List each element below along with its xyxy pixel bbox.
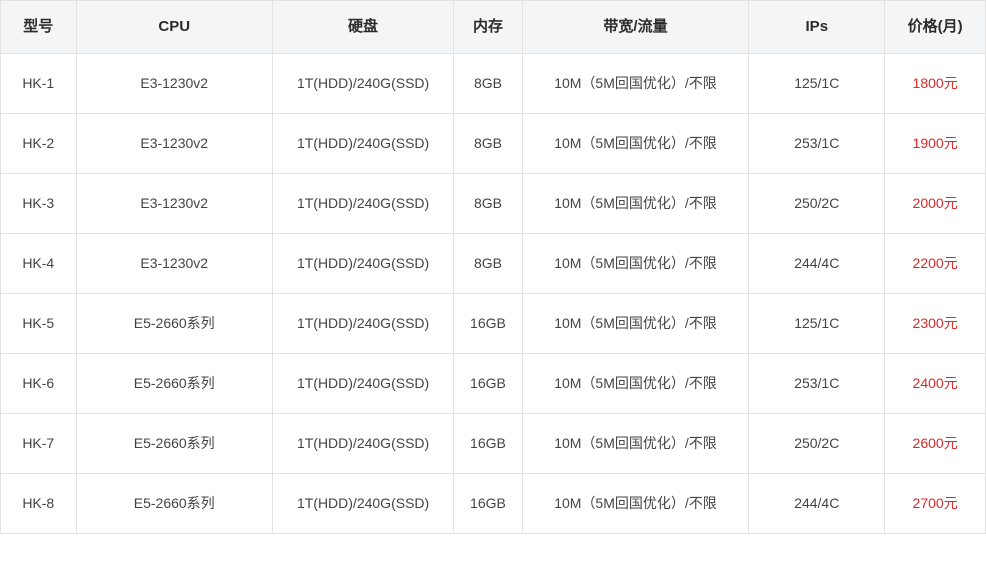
cell-price: 2600元 xyxy=(885,414,986,474)
header-row: 型号CPU硬盘内存带宽/流量IPs价格(月) xyxy=(1,1,986,54)
table-row: HK-7E5-2660系列1T(HDD)/240G(SSD)16GB10M（5M… xyxy=(1,414,986,474)
cell-bw: 10M（5M回国优化）/不限 xyxy=(522,414,749,474)
table-row: HK-4E3-1230v21T(HDD)/240G(SSD)8GB10M（5M回… xyxy=(1,234,986,294)
cell-model: HK-4 xyxy=(1,234,77,294)
cell-cpu: E5-2660系列 xyxy=(76,294,272,354)
cell-model: HK-1 xyxy=(1,54,77,114)
cell-price: 2300元 xyxy=(885,294,986,354)
cell-mem: 16GB xyxy=(454,354,522,414)
header-mem: 内存 xyxy=(454,1,522,54)
cell-ips: 244/4C xyxy=(749,234,885,294)
cell-bw: 10M（5M回国优化）/不限 xyxy=(522,474,749,534)
cell-ips: 125/1C xyxy=(749,294,885,354)
cell-disk: 1T(HDD)/240G(SSD) xyxy=(272,414,453,474)
cell-mem: 8GB xyxy=(454,114,522,174)
header-price: 价格(月) xyxy=(885,1,986,54)
cell-ips: 253/1C xyxy=(749,354,885,414)
cell-disk: 1T(HDD)/240G(SSD) xyxy=(272,54,453,114)
cell-mem: 16GB xyxy=(454,414,522,474)
cell-cpu: E3-1230v2 xyxy=(76,114,272,174)
table-row: HK-5E5-2660系列1T(HDD)/240G(SSD)16GB10M（5M… xyxy=(1,294,986,354)
table-row: HK-6E5-2660系列1T(HDD)/240G(SSD)16GB10M（5M… xyxy=(1,354,986,414)
cell-disk: 1T(HDD)/240G(SSD) xyxy=(272,114,453,174)
cell-mem: 8GB xyxy=(454,234,522,294)
pricing-table: 型号CPU硬盘内存带宽/流量IPs价格(月) HK-1E3-1230v21T(H… xyxy=(0,0,986,534)
table-row: HK-3E3-1230v21T(HDD)/240G(SSD)8GB10M（5M回… xyxy=(1,174,986,234)
cell-bw: 10M（5M回国优化）/不限 xyxy=(522,54,749,114)
cell-price: 2400元 xyxy=(885,354,986,414)
cell-cpu: E3-1230v2 xyxy=(76,174,272,234)
cell-bw: 10M（5M回国优化）/不限 xyxy=(522,114,749,174)
cell-disk: 1T(HDD)/240G(SSD) xyxy=(272,474,453,534)
cell-bw: 10M（5M回国优化）/不限 xyxy=(522,174,749,234)
header-disk: 硬盘 xyxy=(272,1,453,54)
cell-cpu: E5-2660系列 xyxy=(76,354,272,414)
header-cpu: CPU xyxy=(76,1,272,54)
cell-price: 1800元 xyxy=(885,54,986,114)
cell-bw: 10M（5M回国优化）/不限 xyxy=(522,294,749,354)
cell-disk: 1T(HDD)/240G(SSD) xyxy=(272,354,453,414)
cell-ips: 250/2C xyxy=(749,174,885,234)
header-ips: IPs xyxy=(749,1,885,54)
cell-model: HK-8 xyxy=(1,474,77,534)
cell-model: HK-3 xyxy=(1,174,77,234)
pricing-table-wrap: 型号CPU硬盘内存带宽/流量IPs价格(月) HK-1E3-1230v21T(H… xyxy=(0,0,986,534)
table-row: HK-8E5-2660系列1T(HDD)/240G(SSD)16GB10M（5M… xyxy=(1,474,986,534)
cell-price: 1900元 xyxy=(885,114,986,174)
table-row: HK-2E3-1230v21T(HDD)/240G(SSD)8GB10M（5M回… xyxy=(1,114,986,174)
cell-model: HK-2 xyxy=(1,114,77,174)
cell-bw: 10M（5M回国优化）/不限 xyxy=(522,234,749,294)
table-head: 型号CPU硬盘内存带宽/流量IPs价格(月) xyxy=(1,1,986,54)
cell-model: HK-5 xyxy=(1,294,77,354)
cell-bw: 10M（5M回国优化）/不限 xyxy=(522,354,749,414)
cell-model: HK-6 xyxy=(1,354,77,414)
header-bw: 带宽/流量 xyxy=(522,1,749,54)
table-row: HK-1E3-1230v21T(HDD)/240G(SSD)8GB10M（5M回… xyxy=(1,54,986,114)
cell-disk: 1T(HDD)/240G(SSD) xyxy=(272,234,453,294)
cell-ips: 250/2C xyxy=(749,414,885,474)
cell-mem: 8GB xyxy=(454,54,522,114)
cell-mem: 16GB xyxy=(454,474,522,534)
cell-mem: 16GB xyxy=(454,294,522,354)
cell-disk: 1T(HDD)/240G(SSD) xyxy=(272,294,453,354)
cell-cpu: E5-2660系列 xyxy=(76,414,272,474)
header-model: 型号 xyxy=(1,1,77,54)
cell-cpu: E5-2660系列 xyxy=(76,474,272,534)
cell-ips: 125/1C xyxy=(749,54,885,114)
cell-mem: 8GB xyxy=(454,174,522,234)
cell-ips: 253/1C xyxy=(749,114,885,174)
cell-model: HK-7 xyxy=(1,414,77,474)
cell-price: 2000元 xyxy=(885,174,986,234)
cell-ips: 244/4C xyxy=(749,474,885,534)
table-body: HK-1E3-1230v21T(HDD)/240G(SSD)8GB10M（5M回… xyxy=(1,54,986,534)
cell-disk: 1T(HDD)/240G(SSD) xyxy=(272,174,453,234)
cell-price: 2700元 xyxy=(885,474,986,534)
cell-cpu: E3-1230v2 xyxy=(76,54,272,114)
cell-cpu: E3-1230v2 xyxy=(76,234,272,294)
cell-price: 2200元 xyxy=(885,234,986,294)
